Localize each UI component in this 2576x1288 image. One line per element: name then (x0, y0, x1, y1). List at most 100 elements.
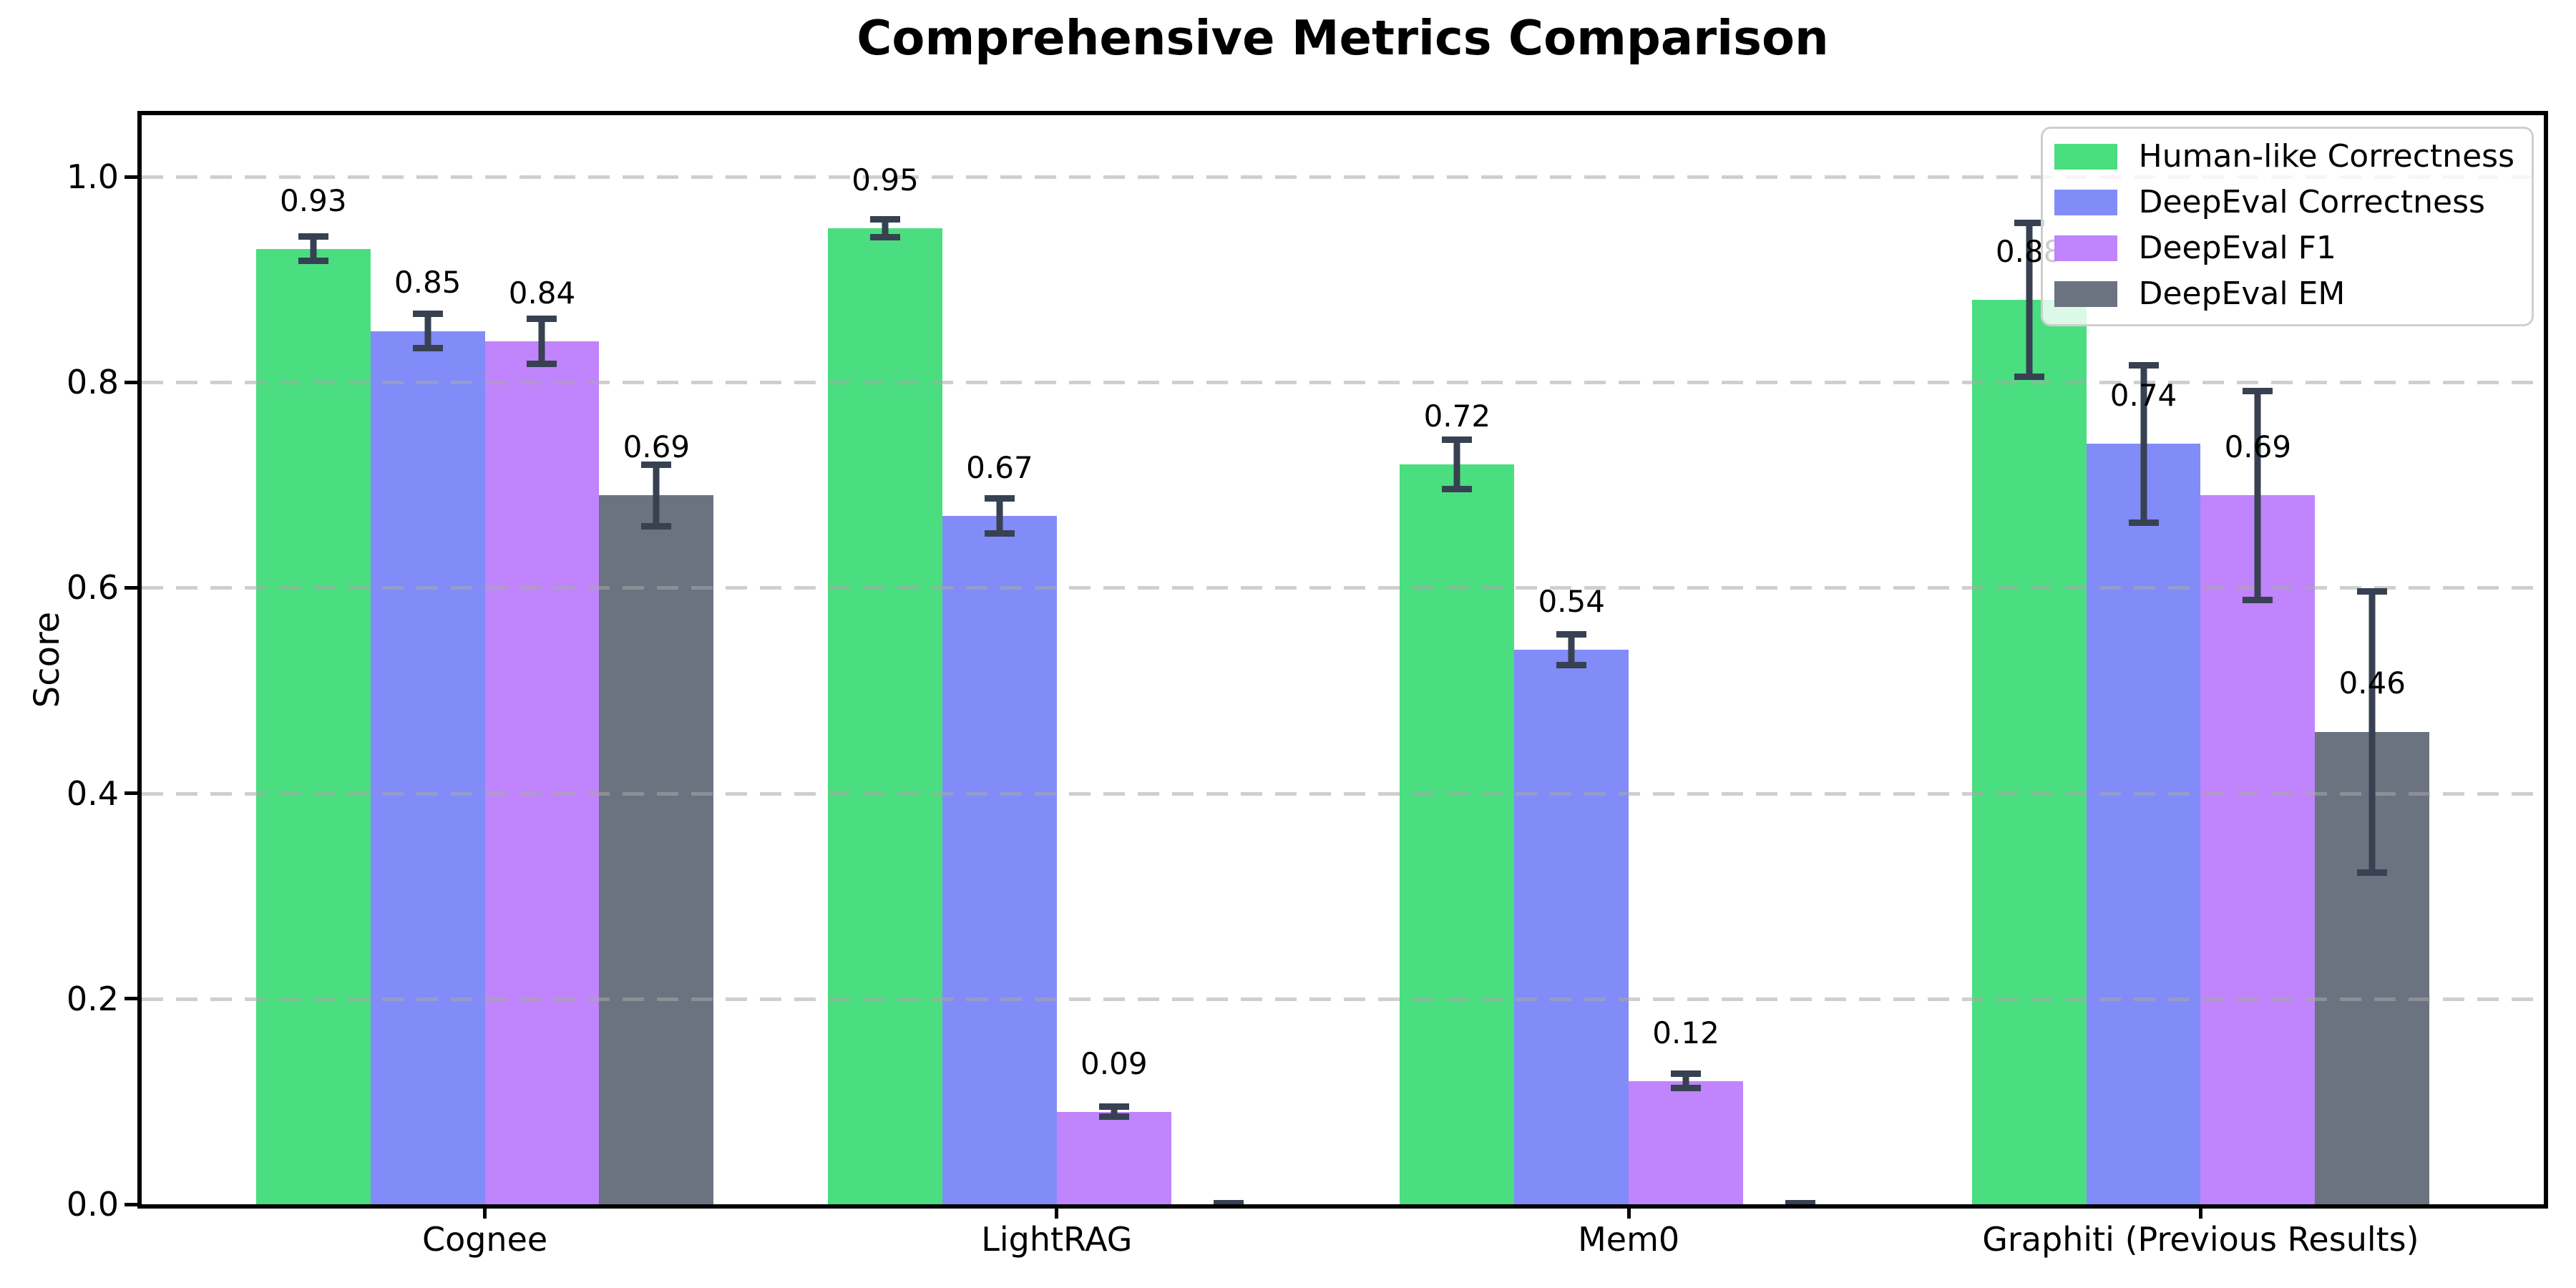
y-gridline (142, 175, 2544, 180)
legend-item-label: DeepEval Correctness (2138, 184, 2485, 220)
legend-item-label: DeepEval F1 (2138, 230, 2336, 266)
x-tick-mark (2198, 1204, 2202, 1219)
bar-value-label: 0.95 (852, 162, 919, 197)
bar-human-like-correctness (255, 248, 371, 1204)
y-tick-label: 0.2 (66, 979, 119, 1018)
error-bar (1442, 436, 1473, 492)
legend-swatch (2054, 189, 2117, 215)
bar-deepeval-em (599, 495, 714, 1204)
legend-item: DeepEval Correctness (2054, 184, 2514, 220)
error-bar (298, 233, 328, 265)
error-bar (1098, 1103, 1129, 1121)
bar-value-label: 0.93 (280, 182, 347, 218)
error-bar-cap-top (527, 316, 557, 323)
error-bar-cap-bottom (1098, 1113, 1129, 1121)
error-bar-stem (2254, 387, 2261, 604)
error-bar (984, 495, 1015, 537)
error-bar-cap-bottom (1671, 1085, 1702, 1092)
legend-item-label: Human-like Correctness (2138, 138, 2514, 175)
error-bar-cap-top (870, 215, 901, 223)
bar-human-like-correctness (1400, 464, 1515, 1204)
error-bar-cap-bottom (1556, 661, 1587, 668)
y-tick-label: 1.0 (66, 157, 119, 197)
x-tick-label-lightrag: LightRAG (981, 1220, 1133, 1259)
y-tick-mark (125, 380, 140, 384)
bar-deepeval-correctness (370, 331, 485, 1204)
error-bar-stem (882, 215, 889, 241)
y-gridline (142, 791, 2544, 796)
legend-item: DeepEval EM (2054, 275, 2514, 312)
error-bar-cap-bottom (2357, 869, 2388, 876)
error-bar (527, 316, 557, 367)
y-tick-mark (125, 997, 140, 1001)
error-bar-cap-top (2014, 220, 2044, 227)
legend-swatch (2054, 143, 2117, 170)
error-bar-stem (1568, 630, 1575, 668)
x-tick-label-cognee: Cognee (421, 1220, 548, 1259)
error-bar (641, 461, 672, 530)
legend-swatch (2054, 280, 2117, 307)
error-bar-cap-bottom (2243, 597, 2273, 604)
x-tick-mark (1626, 1204, 1631, 1219)
error-bar (870, 215, 901, 241)
error-bar (2357, 587, 2388, 876)
y-gridline (142, 381, 2544, 385)
error-bar-stem (2368, 587, 2376, 876)
bar-deepeval-f1 (1629, 1080, 1743, 1204)
y-tick-mark (125, 791, 140, 796)
error-bar (2128, 361, 2159, 527)
error-bar-cap-top (2128, 361, 2159, 369)
bar-deepeval-f1 (484, 341, 600, 1204)
error-bar-cap-top (2243, 387, 2273, 394)
x-tick-mark (1055, 1204, 1059, 1219)
error-bar-stem (538, 316, 545, 367)
error-bar-cap-top (298, 233, 328, 240)
error-bar-cap-bottom (298, 258, 328, 265)
y-axis-label: Score (27, 611, 67, 708)
y-tick-mark (125, 1202, 140, 1206)
error-bar-cap-bottom (870, 234, 901, 241)
error-bar-cap-top (641, 461, 672, 468)
bar-value-label: 0.69 (2224, 429, 2292, 465)
bar-value-label: 0.72 (1423, 399, 1491, 434)
bar-deepeval-f1 (2200, 495, 2316, 1204)
bar-value-label: 0.54 (1538, 583, 1605, 619)
bar-value-label: 0.69 (623, 429, 691, 465)
error-bar-stem (424, 310, 431, 352)
error-bar-stem (1111, 1103, 1118, 1121)
error-bar-cap-top (2357, 587, 2388, 595)
error-bar-cap-top (1671, 1070, 1702, 1078)
y-tick-label: 0.6 (66, 568, 119, 608)
error-bar (1213, 1200, 1244, 1207)
error-bar-cap-bottom (2128, 519, 2159, 527)
error-bar-cap-bottom (641, 522, 672, 530)
error-bar-stem (310, 233, 317, 265)
y-tick-label: 0.8 (66, 363, 119, 402)
legend-item: Human-like Correctness (2054, 138, 2514, 175)
bar-deepeval-correctness (942, 515, 1057, 1204)
bar-deepeval-f1 (1056, 1111, 1171, 1204)
bar-chart-plot-area: 0.93 0.95 0.72 0.88 0.85 0.67 0.54 0.74 0.84 0.09… (142, 115, 2544, 1207)
error-bar-cap-top (1098, 1103, 1129, 1111)
error-bar-cap-bottom (984, 530, 1015, 537)
error-bar-cap-bottom (527, 360, 557, 367)
bar-deepeval-correctness (2086, 444, 2201, 1204)
error-bar-cap-top (1785, 1200, 1815, 1207)
bar-deepeval-correctness (1514, 649, 1629, 1204)
error-bar-cap-bottom (1442, 485, 1473, 492)
bar-value-label: 0.85 (394, 265, 462, 301)
error-bar-stem (653, 461, 660, 530)
bar-value-label: 0.74 (2109, 378, 2177, 414)
error-bar (1671, 1070, 1702, 1092)
error-bar (1785, 1200, 1815, 1207)
error-bar-cap-top (1442, 436, 1473, 444)
legend-item: DeepEval F1 (2054, 230, 2514, 266)
error-bar (2014, 220, 2044, 381)
x-tick-label-mem0: Mem0 (1578, 1220, 1680, 1259)
bar-human-like-correctness (828, 228, 942, 1204)
y-gridline (142, 586, 2544, 590)
error-bar-stem (1682, 1070, 1689, 1092)
error-bar (1556, 630, 1587, 668)
error-bar-cap-top (412, 310, 443, 317)
